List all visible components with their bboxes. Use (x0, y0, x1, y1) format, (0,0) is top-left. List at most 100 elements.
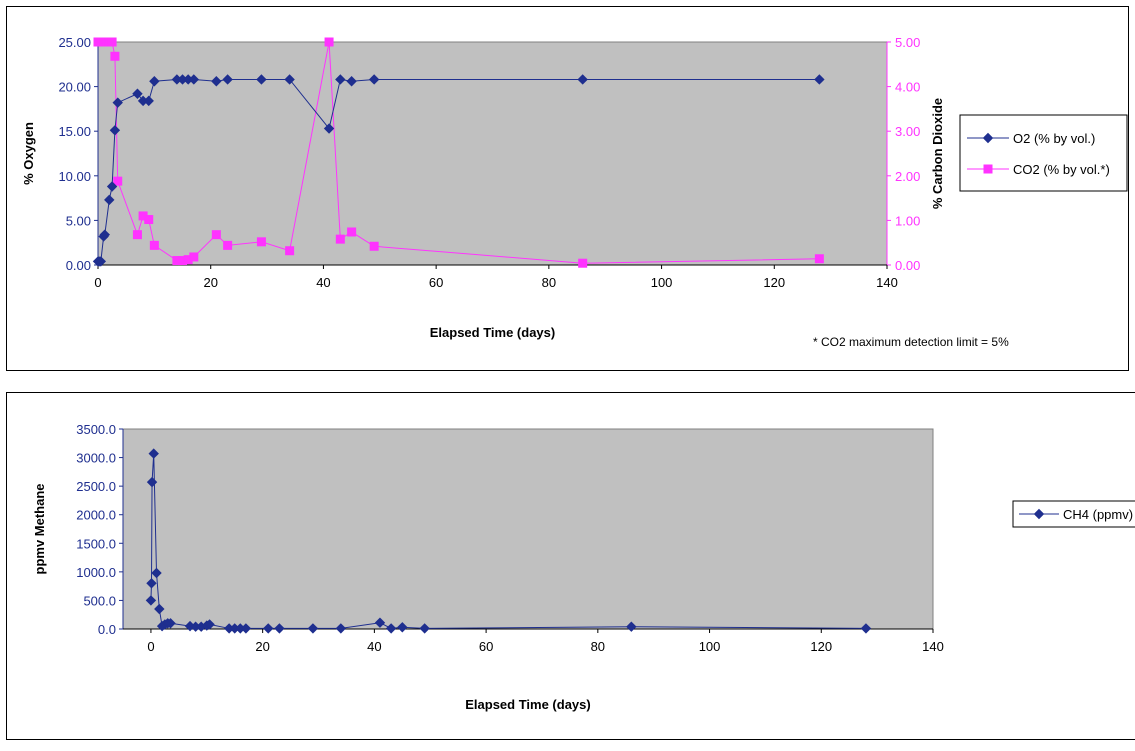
y-tick-label: 5.00 (66, 213, 91, 228)
data-point-co2 (256, 237, 266, 247)
data-point-ch4 (145, 595, 157, 606)
data-point-co2 (347, 227, 357, 237)
data-point-ch4 (154, 603, 165, 615)
x-axis-title: Elapsed Time (days) (465, 697, 590, 712)
y2-tick-label: 2.00 (895, 169, 920, 184)
data-point-co2 (335, 234, 345, 244)
data-point-ch4 (148, 448, 159, 459)
data-point-ch4 (397, 622, 408, 633)
legend-marker-o2 (982, 132, 994, 144)
x-tick-label: 100 (699, 639, 721, 654)
data-point-co2 (285, 246, 295, 256)
data-point-co2 (107, 37, 117, 47)
data-point-co2 (223, 240, 233, 250)
data-point-co2 (149, 240, 159, 250)
x-tick-label: 40 (316, 275, 330, 290)
data-point-co2 (189, 252, 199, 262)
y-tick-label: 2500.0 (76, 479, 116, 494)
data-point-co2 (814, 254, 824, 264)
data-point-co2 (324, 37, 334, 47)
x-tick-label: 60 (429, 275, 443, 290)
x-tick-label: 40 (367, 639, 381, 654)
legend-entry-co2: CO2 (% by vol.*) (1013, 162, 1110, 177)
y-tick-label: 1500.0 (76, 536, 116, 551)
data-point-ch4 (263, 623, 274, 634)
y2-tick-label: 3.00 (895, 124, 920, 139)
y2-tick-label: 4.00 (895, 80, 920, 95)
y-tick-label: 15.00 (58, 124, 91, 139)
data-point-co2 (369, 241, 379, 251)
y-axis-title: ppmv Methane (32, 483, 47, 574)
data-point-o2 (188, 74, 200, 85)
data-point-ch4 (146, 476, 158, 488)
data-point-co2 (144, 215, 154, 225)
data-point-ch4 (165, 618, 176, 629)
data-point-ch4 (374, 617, 386, 628)
x-tick-label: 140 (876, 275, 898, 290)
data-point-ch4 (204, 619, 215, 630)
data-point-o2 (104, 194, 115, 206)
y-tick-label: 500.0 (83, 593, 116, 608)
data-point-ch4 (626, 621, 637, 632)
data-point-ch4 (307, 623, 319, 634)
legend-marker-ch4 (1033, 508, 1045, 520)
data-point-o2 (112, 97, 123, 108)
data-point-ch4 (335, 623, 347, 634)
data-point-co2 (132, 230, 142, 240)
x-tick-label: 100 (651, 275, 673, 290)
data-point-co2 (578, 258, 588, 268)
x-tick-label: 140 (922, 639, 944, 654)
y2-tick-label: 5.00 (895, 35, 920, 50)
data-point-ch4 (151, 567, 162, 579)
legend: O2 (% by vol.) CO2 (% by vol.*) (959, 114, 1128, 192)
x-axis-title: Elapsed Time (days) (430, 325, 555, 340)
methane-chart-panel: 0.0 500.0 1000.0 1500.0 2000.0 2500.0 3000.0 35… (6, 392, 1135, 740)
data-point-ch4 (274, 623, 285, 634)
data-point-o2 (222, 74, 233, 85)
plot-area (122, 428, 934, 630)
data-point-o2 (106, 181, 118, 192)
data-point-o2 (211, 76, 222, 87)
data-point-o2 (132, 88, 143, 99)
data-point-o2 (284, 74, 295, 85)
y2-tick-label: 0.00 (895, 258, 920, 273)
x-tick-label: 20 (255, 639, 269, 654)
y2-axis-title: % Carbon Dioxide (930, 98, 945, 209)
data-point-ch4 (385, 623, 397, 634)
methane-chart: 0.0 500.0 1000.0 1500.0 2000.0 2500.0 3000.0 35… (32, 422, 1135, 712)
x-tick-label: 80 (542, 275, 556, 290)
y-tick-label: 0.00 (66, 258, 91, 273)
y-axis-title: % Oxygen (21, 122, 36, 185)
data-point-co2 (110, 51, 120, 61)
legend-box (959, 114, 1128, 192)
data-point-o2 (577, 74, 588, 85)
data-point-ch4 (860, 623, 872, 634)
data-point-o2 (109, 125, 121, 136)
y2-tick-label: 1.00 (895, 213, 920, 228)
x-tick-label: 60 (479, 639, 493, 654)
x-tick-label: 120 (763, 275, 785, 290)
detection-limit-note: * CO2 maximum detection limit = 5% (813, 335, 1009, 349)
data-point-ch4 (146, 578, 157, 589)
legend-marker-co2 (983, 164, 993, 174)
data-point-o2 (99, 229, 110, 240)
data-point-co2 (113, 176, 123, 186)
y-tick-label: 3000.0 (76, 451, 116, 466)
x-tick-label: 120 (810, 639, 832, 654)
data-point-o2 (368, 74, 380, 85)
y-tick-label: 1000.0 (76, 565, 116, 580)
data-point-o2 (149, 76, 160, 87)
y-tick-label: 25.00 (58, 35, 91, 50)
oxygen-co2-chart: 0.00 5.00 10.00 15.00 20.00 25.00 0.00 1.00 2.0… (21, 35, 1128, 349)
x-tick-label: 80 (591, 639, 605, 654)
data-point-o2 (346, 76, 357, 87)
oxygen-co2-chart-panel: 0.00 5.00 10.00 15.00 20.00 25.00 0.00 1.00 2.0… (6, 6, 1129, 371)
data-point-o2 (143, 95, 154, 107)
legend-entry-o2: O2 (% by vol.) (1013, 131, 1095, 146)
y-tick-label: 10.00 (58, 169, 91, 184)
data-point-o2 (814, 74, 825, 85)
data-point-co2 (211, 230, 221, 240)
x-tick-label: 20 (203, 275, 217, 290)
y-tick-label: 3500.0 (76, 422, 116, 437)
y-tick-label: 0.0 (98, 622, 116, 637)
